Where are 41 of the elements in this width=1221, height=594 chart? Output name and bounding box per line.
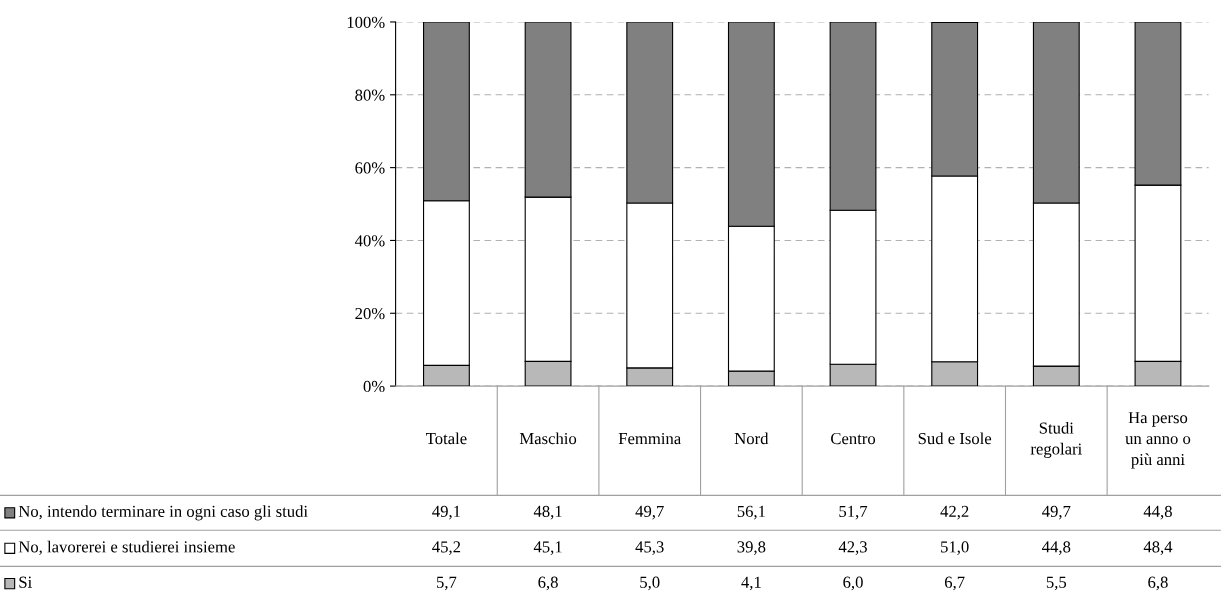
x-tick-label: Ha perso un anno o più anni	[1125, 412, 1191, 469]
y-tick-label: 60%	[355, 162, 385, 174]
data-label: 5,0	[640, 576, 660, 591]
x-tick-label: Femmina	[618, 432, 681, 445]
data-label: 6,7	[944, 576, 965, 591]
data-label: 45,3	[635, 541, 664, 555]
data-label: 49,7	[1042, 505, 1071, 520]
legend-label: Si	[19, 576, 32, 588]
data-label: 45,2	[432, 541, 461, 555]
data-label: 39,8	[737, 541, 766, 555]
y-tick-label: 80%	[355, 89, 385, 101]
x-tick-label: Sud e Isole	[918, 432, 992, 445]
data-label: 42,3	[838, 541, 867, 555]
data-label: 6,0	[843, 576, 863, 591]
legend-label: No, lavorerei e studierei insieme	[18, 540, 235, 555]
data-label: 5,5	[1046, 576, 1067, 591]
x-tick-label: Centro	[831, 432, 876, 445]
x-tick-label: Studi regolari	[1030, 421, 1082, 459]
data-label: 44,8	[1042, 541, 1071, 555]
y-tick-label: 40%	[354, 235, 385, 247]
data-label: 48,1	[533, 505, 562, 520]
data-label: 44,8	[1143, 505, 1172, 520]
data-label: 51,0	[941, 541, 969, 555]
data-label: 56,1	[737, 505, 765, 520]
data-label: 6,8	[538, 576, 558, 591]
x-tick-label: Nord	[734, 432, 769, 445]
data-label: 45,1	[533, 541, 562, 555]
x-tick-label: Totale	[426, 432, 467, 445]
data-label: 5,7	[436, 576, 457, 591]
legend-label: No, intendo terminare in ogni caso gli studi	[18, 505, 308, 521]
y-tick-label: 100%	[347, 16, 385, 28]
x-tick-label: Maschio	[519, 432, 577, 445]
data-label: 49,7	[635, 505, 664, 520]
data-label: 48,4	[1143, 541, 1173, 555]
data-label: 4,1	[741, 576, 761, 591]
y-tick-label: 0%	[363, 380, 385, 393]
data-label: 51,7	[839, 505, 868, 520]
data-label: 49,1	[432, 505, 461, 520]
data-label: 6,8	[1148, 576, 1168, 591]
data-label: 42,2	[940, 505, 969, 520]
y-tick-label: 20%	[355, 307, 385, 320]
